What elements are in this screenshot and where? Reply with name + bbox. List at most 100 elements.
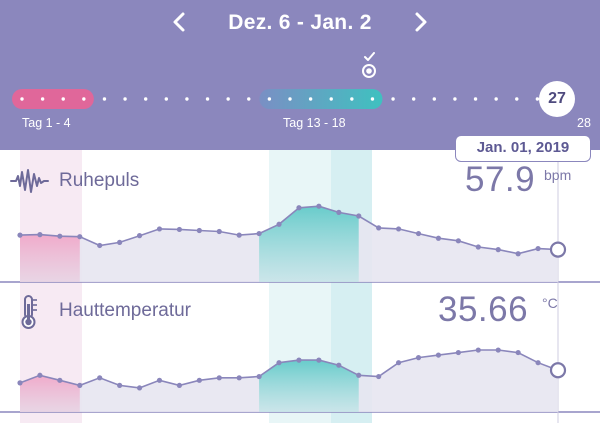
data-point <box>475 244 481 250</box>
data-point <box>395 226 402 232</box>
fertile-area <box>259 206 359 282</box>
resting-pulse-value: 57.9 <box>465 160 536 199</box>
chevron-left-icon[interactable] <box>166 8 194 36</box>
current-day-badge[interactable]: 27 <box>539 81 575 117</box>
data-point <box>356 213 362 219</box>
timeline-day-dot <box>515 97 519 101</box>
timeline-day-dot <box>164 97 169 101</box>
current-point[interactable] <box>549 362 567 379</box>
timeline-day-dot <box>205 97 210 101</box>
resting-pulse-unit: bpm <box>544 167 572 183</box>
data-point <box>117 382 123 388</box>
period-label: Tag 1 - 4 <box>22 116 71 130</box>
metrics-charts <box>0 150 600 423</box>
fertile-area <box>259 360 359 412</box>
data-point <box>97 375 103 381</box>
timeline-day-dot <box>308 97 313 101</box>
data-point <box>156 226 163 232</box>
data-point <box>176 382 183 388</box>
data-point <box>196 377 202 383</box>
timeline-day-dot <box>391 97 395 101</box>
data-point <box>336 209 342 215</box>
data-point <box>236 375 242 381</box>
data-point <box>316 357 322 363</box>
data-point <box>17 232 23 238</box>
timeline-day-dot <box>20 97 24 101</box>
cycle-timeline[interactable] <box>0 80 600 120</box>
data-point <box>117 239 123 245</box>
timeline-day-dot <box>102 97 107 101</box>
resting-pulse-title: Ruhepuls <box>59 170 140 191</box>
data-point <box>256 373 262 380</box>
data-point <box>455 349 461 356</box>
data-point <box>336 362 342 368</box>
data-point <box>475 347 481 353</box>
data-point <box>535 245 541 252</box>
data-point <box>515 349 521 356</box>
timeline-day-dot <box>350 97 354 101</box>
timeline-day-dot <box>267 97 272 101</box>
data-point <box>276 221 282 227</box>
timeline-day-dot <box>370 97 375 101</box>
timeline-day-dot <box>185 97 189 101</box>
data-point <box>176 226 183 233</box>
resting-pulse-chart <box>17 203 567 282</box>
timeline-day-dot <box>143 97 148 101</box>
data-point <box>495 247 501 253</box>
date-navigation: Dez. 6 - Jan. 2 <box>0 8 600 36</box>
data-point <box>316 203 322 209</box>
data-point <box>37 232 43 238</box>
timeline-day-dot <box>40 97 45 101</box>
cycle-header: Dez. 6 - Jan. 2 Tag 1 - 4 Tag 13 - 18 28… <box>0 0 600 150</box>
data-point <box>296 205 302 211</box>
skin-temperature-unit: °C <box>542 295 558 311</box>
fertile-window-label: Tag 13 - 18 <box>283 116 346 130</box>
skin-temperature-title: Hauttemperatur <box>59 300 192 321</box>
data-point <box>435 352 442 358</box>
data-point <box>515 251 521 257</box>
data-point <box>256 230 262 237</box>
data-point <box>455 238 461 244</box>
data-point <box>136 233 143 239</box>
data-point <box>136 385 143 391</box>
timeline-day-dot <box>288 97 292 101</box>
data-point <box>435 235 442 241</box>
timeline-day-dot <box>411 97 416 101</box>
data-point <box>415 230 422 237</box>
heartbeat-wave-icon <box>10 169 49 193</box>
date-range-title: Dez. 6 - Jan. 2 <box>228 11 372 34</box>
series-line <box>19 205 559 255</box>
data-point <box>57 377 63 383</box>
timeline-day-dot <box>226 97 230 101</box>
data-point <box>395 360 402 366</box>
data-point <box>57 233 63 239</box>
skin-temperature-chart <box>17 347 567 412</box>
data-point <box>356 372 362 378</box>
cycle-length-label: 28 <box>577 116 591 130</box>
data-point <box>196 227 202 234</box>
ovulation-check-icon <box>362 52 376 78</box>
period-area <box>20 234 80 282</box>
data-point <box>77 234 83 240</box>
data-point <box>376 373 382 380</box>
timeline-day-dot <box>82 97 86 101</box>
timeline-day-dot <box>247 97 251 101</box>
timeline-day-dot <box>473 97 478 101</box>
data-point <box>17 380 23 386</box>
data-point <box>535 360 541 366</box>
data-point <box>77 382 83 388</box>
selected-date-tooltip: Jan. 01, 2019 <box>455 135 591 162</box>
timeline-day-dot <box>329 97 333 101</box>
timeline-day-dot <box>494 97 498 101</box>
data-point <box>276 360 282 366</box>
period-segment <box>12 89 94 109</box>
chevron-right-icon[interactable] <box>406 8 434 36</box>
fertile-segment <box>259 89 383 109</box>
data-point <box>495 347 501 353</box>
timeline-day-dot <box>432 97 437 101</box>
data-point <box>236 232 242 238</box>
data-point <box>376 225 382 231</box>
timeline-day-dot <box>453 97 457 101</box>
current-point[interactable] <box>549 241 567 258</box>
data-point <box>415 355 422 361</box>
